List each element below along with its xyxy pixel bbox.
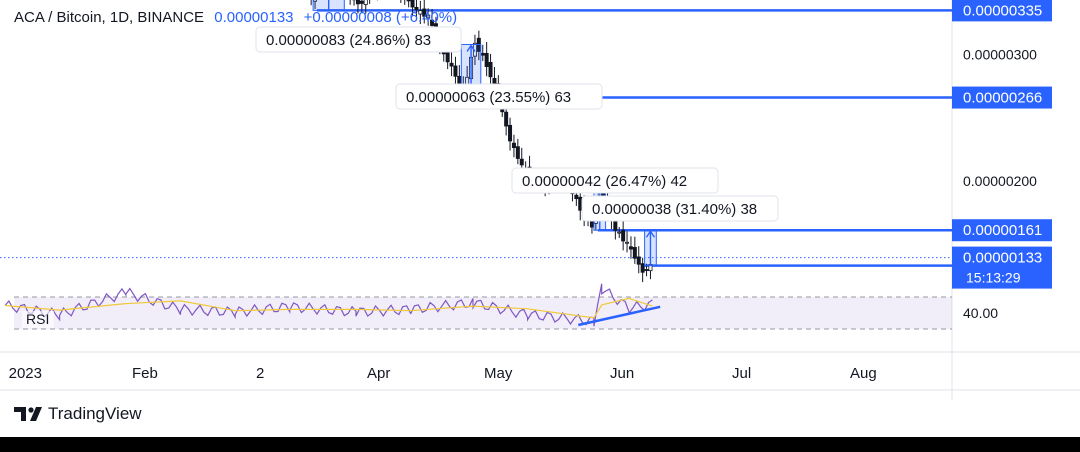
symbol-title[interactable]: ACA / Bitcoin, 1D, BINANCE (14, 9, 205, 26)
rsi-label: RSI (26, 311, 49, 327)
candle-body (628, 246, 633, 250)
candle-body (574, 194, 579, 200)
price-level-tag-label: 0.00000133 (963, 250, 1042, 267)
measure-label-box (395, 83, 603, 110)
time-axis-label: Feb (132, 365, 158, 382)
measure-label-box (255, 26, 462, 53)
time-axis-label: 2023 (9, 365, 42, 382)
time-axis-label: 2 (256, 365, 264, 382)
candle-body (488, 61, 493, 78)
candle-body (426, 14, 431, 19)
rsi-divergence-line (578, 305, 661, 327)
price-level-tag (952, 0, 1052, 22)
measure-label: 0.00000038 (31.40%) 38 (592, 201, 757, 218)
price-level-tag-label: 0.00000335 (963, 2, 1042, 19)
candle-body (632, 247, 637, 259)
candle-body (617, 231, 622, 234)
tradingview-brand[interactable]: TradingView (14, 404, 142, 424)
price-level-tag (952, 246, 1052, 289)
rsi-band (14, 297, 952, 329)
countdown-label: 15:13:29 (966, 270, 1021, 286)
rsi-ma-line (4, 297, 653, 319)
price-level-tag (952, 86, 1052, 109)
time-axis-label: Aug (850, 365, 877, 382)
time-axis-label: Jul (732, 365, 751, 382)
measure-label: 0.00000042 (26.47%) 42 (522, 173, 687, 190)
measure-label-box (581, 195, 779, 222)
candle-body (359, 0, 364, 4)
price-pane (0, 0, 952, 283)
rsi-pane: 40.00 RSI (4, 283, 998, 330)
candle-body (621, 229, 626, 242)
candle-body (414, 6, 419, 11)
candle-body (355, 0, 360, 5)
candle-body (449, 62, 454, 67)
candle-body (445, 52, 450, 63)
last-price: 0.00000133 (214, 9, 294, 26)
candle-body (480, 52, 485, 56)
candle-body (453, 65, 458, 77)
candle-body (515, 146, 520, 159)
candle-body (313, 0, 318, 2)
measure-label: 0.00000063 (23.55%) 63 (406, 89, 571, 106)
time-axis-label: May (484, 365, 513, 382)
candle-body (484, 52, 489, 67)
bottom-bar (0, 437, 1080, 452)
candle-body (511, 142, 516, 149)
measure-arrow-head (645, 229, 656, 238)
price-axis-label: 0.00000200 (963, 173, 1037, 189)
candle-body (644, 269, 649, 271)
measure-arrow-head (466, 44, 476, 52)
chart-canvas[interactable]: BTC0.000004000.000003000.000002000.00000… (0, 0, 1080, 400)
candle-body (625, 241, 630, 244)
candle-body (422, 8, 427, 17)
candle-body (430, 19, 435, 26)
price-level-tag (952, 219, 1052, 242)
candle-body (410, 0, 415, 8)
candle-body (363, 0, 368, 5)
candle-body (406, 0, 411, 2)
candle-body (508, 124, 513, 142)
time-axis-label: Jun (610, 365, 634, 382)
rsi-level-label: 40.00 (963, 305, 998, 321)
price-change: +0.00000008 (+6.40%) (303, 9, 458, 26)
candle-body (418, 10, 423, 15)
measure-label: 0.00000083 (24.86%) 83 (266, 32, 431, 49)
candle-body (636, 256, 641, 265)
price-axis-label: 0.00000300 (963, 47, 1037, 63)
tradingview-logo-icon (14, 407, 42, 421)
rsi-line (4, 283, 653, 327)
candle-body (519, 158, 524, 166)
time-axis-label: Apr (367, 365, 390, 382)
measure-label-box (511, 167, 719, 194)
candle-body (504, 111, 509, 127)
candle-body (457, 75, 462, 85)
price-level-tag-label: 0.00000266 (963, 90, 1042, 107)
price-level-tag-label: 0.00000161 (963, 222, 1042, 239)
price-chart[interactable]: BTC0.000004000.000003000.000002000.00000… (0, 0, 1080, 400)
chart-header: ACA / Bitcoin, 1D, BINANCE 0.00000133 +0… (14, 9, 457, 26)
candle-body (578, 196, 583, 211)
brand-name: TradingView (48, 404, 142, 423)
candle-body (640, 263, 645, 273)
